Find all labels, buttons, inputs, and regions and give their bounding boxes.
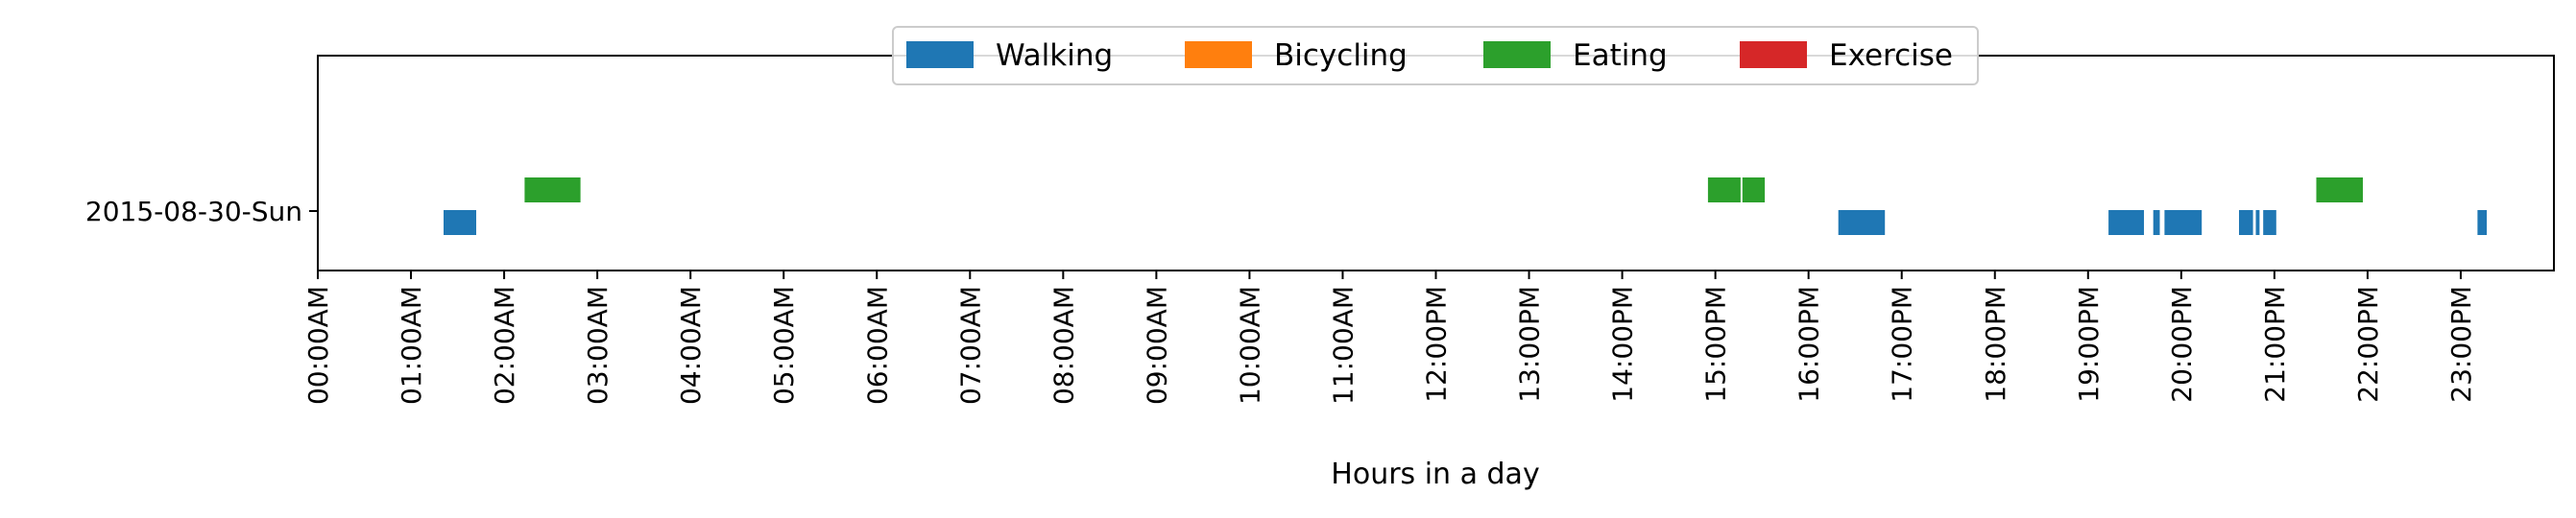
walking-interval-bar — [2164, 210, 2203, 235]
eating-interval-bar — [2316, 177, 2363, 202]
legend-swatch-exercise — [1740, 41, 1807, 68]
legend-label-eating: Eating — [1573, 38, 1668, 73]
x-tick-label: 02:00AM — [489, 286, 520, 405]
x-tick-label: 18:00PM — [1980, 286, 2011, 403]
x-tick-label: 03:00AM — [582, 286, 614, 405]
x-tick-label: 09:00AM — [1141, 286, 1172, 405]
walking-interval-bar — [2239, 210, 2253, 235]
x-tick-label: 16:00PM — [1794, 286, 1825, 403]
legend-swatch-bicycling — [1185, 41, 1252, 68]
legend-swatch-walking — [906, 41, 974, 68]
x-tick-label: 15:00PM — [1700, 286, 1732, 403]
walking-interval-bar — [444, 210, 476, 235]
eating-interval-bar — [1742, 177, 1766, 202]
interval-marks — [444, 177, 2488, 235]
x-tick-label: 00:00AM — [302, 286, 334, 405]
legend-swatch-eating — [1483, 41, 1551, 68]
walking-interval-bar — [2108, 210, 2144, 235]
walking-interval-bar — [1838, 210, 1886, 235]
x-tick-label: 12:00PM — [1421, 286, 1453, 403]
walking-interval-bar — [2153, 210, 2160, 235]
x-tick-label: 14:00PM — [1607, 286, 1639, 403]
walking-interval-bar — [2255, 210, 2260, 235]
legend-label-exercise: Exercise — [1829, 38, 1953, 73]
x-tick-label: 19:00PM — [2073, 286, 2105, 403]
x-tick-label: 22:00PM — [2352, 286, 2384, 403]
x-tick-label: 17:00PM — [1887, 286, 1918, 403]
x-tick-label: 07:00AM — [954, 286, 986, 405]
eating-interval-bar — [524, 177, 581, 202]
legend-label-bicycling: Bicycling — [1274, 38, 1408, 73]
x-tick-label: 01:00AM — [396, 286, 427, 405]
y-axis: 2015-08-30-Sun — [85, 196, 318, 227]
x-axis: 00:00AM 01:00AM 02:00AM 03:00AM 04:00AM 05:00… — [302, 271, 2477, 405]
x-tick-label: 23:00PM — [2445, 286, 2477, 403]
x-tick-label: 06:00AM — [861, 286, 893, 405]
legend-box — [892, 26, 1979, 85]
x-tick-label: 04:00AM — [675, 286, 707, 405]
x-tick-label: 11:00AM — [1327, 286, 1359, 405]
legend: Walking Bicycling Eating Exercise — [892, 26, 1979, 85]
y-tick-label: 2015-08-30-Sun — [85, 196, 302, 227]
x-tick-label: 08:00AM — [1047, 286, 1079, 405]
legend-label-walking: Walking — [996, 38, 1113, 73]
x-tick-label: 10:00AM — [1234, 286, 1265, 405]
x-tick-label: 20:00PM — [2166, 286, 2198, 403]
x-tick-label: 21:00PM — [2259, 286, 2291, 403]
eating-interval-bar — [1707, 177, 1741, 202]
walking-interval-bar — [2477, 210, 2488, 235]
x-tick-label: 05:00AM — [768, 286, 800, 405]
walking-interval-bar — [2263, 210, 2276, 235]
x-tick-label: 13:00PM — [1514, 286, 1546, 403]
x-axis-title: Hours in a day — [1331, 458, 1539, 491]
